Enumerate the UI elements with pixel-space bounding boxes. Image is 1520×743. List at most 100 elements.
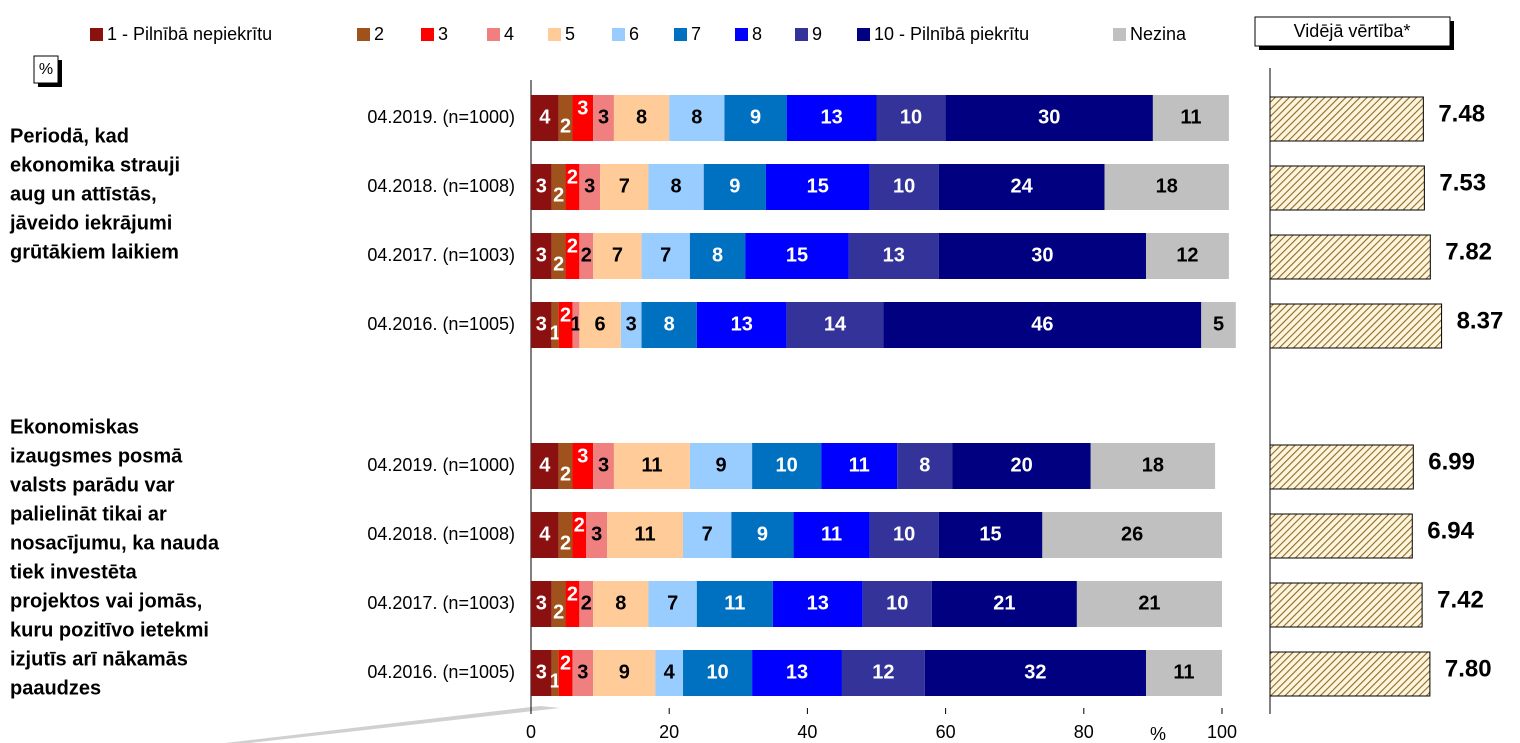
bar-segment — [558, 95, 573, 141]
bar-label: 8 — [919, 454, 930, 476]
bar-label: 4 — [664, 661, 676, 683]
mean-label: 8.37 — [1457, 307, 1504, 334]
bar-segment — [703, 164, 766, 210]
bar-segment — [620, 302, 642, 348]
bar-segment — [1152, 95, 1229, 141]
mean-bar — [1269, 513, 1413, 559]
bar-segment — [869, 164, 939, 210]
bar-label: 5 — [1213, 313, 1224, 335]
legend-swatch — [735, 28, 748, 41]
row-label: 04.2018. (n=1008) — [367, 524, 515, 544]
bar-label: 3 — [577, 445, 588, 467]
bar-label: 7 — [612, 244, 623, 266]
bar-segment — [572, 650, 594, 696]
bar-segment — [696, 302, 787, 348]
bar-label: 2 — [560, 652, 571, 674]
bar-label: 2 — [560, 532, 571, 554]
bar-label: 14 — [824, 313, 847, 335]
bar-segment — [689, 443, 753, 489]
bar-segment — [558, 512, 573, 558]
bar-segment — [531, 512, 559, 558]
bar-segment — [551, 302, 559, 348]
bar-segment — [924, 650, 1146, 696]
bar-segment — [579, 581, 594, 627]
bar-label: 13 — [807, 592, 829, 614]
bar-label: 12 — [872, 661, 894, 683]
bar-segment — [745, 233, 849, 279]
bar-label: 4 — [539, 454, 551, 476]
bar-segment — [938, 164, 1105, 210]
bar-label: 11 — [821, 523, 842, 545]
bar-label: 21 — [1138, 592, 1160, 614]
bar-segment — [945, 95, 1153, 141]
row-label: 04.2019. (n=1000) — [367, 455, 515, 475]
bar-label: 11 — [724, 592, 745, 614]
bar-segment — [551, 233, 566, 279]
row-label: 04.2017. (n=1003) — [367, 593, 515, 613]
bar-segment — [952, 443, 1091, 489]
bar-segment — [1145, 233, 1229, 279]
bar-segment — [613, 95, 670, 141]
bar-segment — [579, 164, 601, 210]
bar-segment — [648, 581, 697, 627]
bar-segment — [551, 650, 559, 696]
bar-label: 10 — [893, 523, 915, 545]
bar-label: 3 — [536, 244, 547, 266]
group-label: izjutīs arī nākamās — [10, 648, 188, 670]
group-label: aug un attīstās, — [10, 183, 157, 205]
bar-label: 15 — [807, 175, 829, 197]
bar-label: 3 — [577, 97, 588, 119]
mean-title-box — [1254, 16, 1451, 47]
bar-label: 10 — [706, 661, 728, 683]
row-label: 04.2017. (n=1003) — [367, 245, 515, 265]
bar-segment — [938, 512, 1043, 558]
group-label: grūtākiem laikiem — [10, 241, 179, 263]
bar-label: 13 — [731, 313, 753, 335]
bar-segment — [572, 95, 594, 141]
bar-label: 18 — [1156, 175, 1178, 197]
bar-segment — [551, 164, 566, 210]
group-label: nosacījumu, ka nauda — [10, 532, 220, 554]
bar-label: 8 — [664, 313, 675, 335]
bar-label: 2 — [560, 115, 571, 137]
bar-label: 2 — [567, 166, 578, 188]
x-tick-label: 40 — [797, 722, 817, 742]
bar-label: 2 — [553, 253, 564, 275]
legend-label: 4 — [504, 24, 514, 44]
bar-segment — [531, 443, 559, 489]
mean-bar — [1269, 582, 1423, 628]
mean-bar — [1269, 444, 1414, 490]
bar-label: 2 — [581, 592, 592, 614]
mean-label: 7.80 — [1445, 655, 1492, 682]
bar-label: 3 — [598, 106, 609, 128]
bar-label: 2 — [567, 583, 578, 605]
bar-segment — [772, 581, 863, 627]
bar-label: 9 — [757, 523, 768, 545]
bar-label: 10 — [900, 106, 922, 128]
legend-label: 10 - Pilnībā piekrītu — [874, 24, 1029, 44]
bar-label: 6 — [595, 313, 606, 335]
bar-segment — [786, 95, 877, 141]
bar-segment — [572, 302, 580, 348]
bar-segment — [1042, 512, 1222, 558]
bar-segment — [551, 581, 566, 627]
bar-label: 30 — [1031, 244, 1053, 266]
legend-label: 5 — [565, 24, 575, 44]
unit-label: % — [39, 61, 53, 78]
legend-label: 8 — [752, 24, 762, 44]
bar-segment — [669, 95, 725, 141]
decoration — [225, 706, 560, 743]
bar-segment — [883, 302, 1202, 348]
bar-label: 1 — [570, 313, 581, 335]
bar-label: 1 — [550, 322, 561, 344]
bar-segment — [683, 512, 732, 558]
mean-title: Vidējā vērtība* — [1294, 21, 1411, 41]
bar-segment — [593, 581, 649, 627]
bar-label: 8 — [691, 106, 702, 128]
unit-box — [33, 55, 59, 84]
group-label: Periodā, kad — [10, 125, 129, 147]
legend-swatch — [674, 28, 687, 41]
bar-segment — [565, 581, 580, 627]
bar-segment — [724, 95, 787, 141]
